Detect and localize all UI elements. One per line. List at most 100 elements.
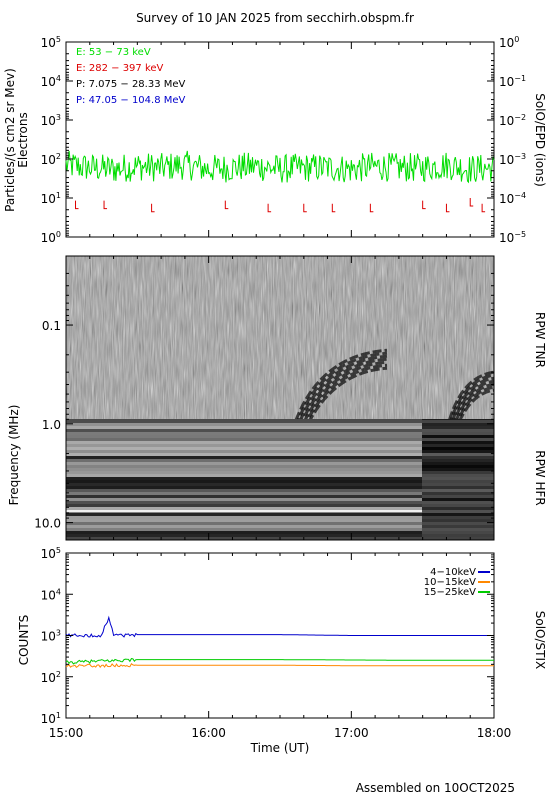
figure-title: Survey of 10 JAN 2025 from secchirh.obsp… [136,11,414,25]
radio-burst-stripe [444,373,494,439]
hfr-band-late [422,468,494,471]
hfr-band-late [422,444,494,447]
stix-ylabel-right: SolO/STIX [533,611,547,670]
hfr-band-late [422,510,494,513]
hfr-band-late [422,507,494,510]
hfr-band [66,459,422,462]
hfr-band [66,486,422,489]
stix-legend-entry: 10−15keV [424,577,476,588]
hfr-band-late [422,495,494,498]
hfr-band [66,495,422,498]
assembled-footer: Assembled on 10OCT2025 [356,781,515,795]
hfr-band [66,531,422,534]
hfr-band-late [422,462,494,465]
hfr-band-late [422,456,494,459]
hfr-bright-line [66,510,422,512]
time-tick-label: 17:00 [334,726,369,740]
hfr-band-late [422,480,494,483]
hfr-band [66,432,422,435]
hfr-band-late [422,429,494,432]
hfr-band-late [422,438,494,441]
right-tick-label: 100 [499,35,519,50]
radio-burst-stripe [444,370,494,433]
counts-tick-label: 102 [41,670,61,685]
hfr-band-late [422,501,494,504]
electron-282-397kev-mark [75,200,79,210]
hfr-band [66,456,422,459]
hfr-band-late [422,459,494,462]
particles-legend-entry: E: 53 − 73 keV [76,47,151,58]
hfr-band-late [422,537,494,540]
hfr-band [66,519,422,522]
radio-burst-stripe [290,366,388,469]
hfr-band-late [422,423,494,426]
hfr-bands [66,420,494,540]
hfr-band [66,528,422,531]
left-tick-label: 102 [41,152,61,167]
hfr-band-late [422,522,494,525]
stix-15-25kev-line [65,658,494,665]
hfr-band [66,420,422,423]
particles-legend-entry: P: 7.075 − 28.33 MeV [76,79,186,90]
electron-53-73kev-line [65,150,495,184]
hfr-band-late [422,489,494,492]
hfr-band-late [422,516,494,519]
hfr-band [66,537,422,540]
electron-282-397kev-mark [224,200,229,210]
radio-burst-stripe [290,348,388,433]
hfr-band [66,483,422,486]
hfr-band [66,426,422,429]
hfr-band [66,450,422,453]
hfr-band [66,468,422,471]
hfr-band [66,534,422,537]
hfr-band [66,465,422,468]
counts-tick-label: 105 [41,546,61,561]
hfr-band [66,447,422,450]
hfr-band [66,498,422,501]
hfr-band [66,477,422,480]
counts-tick-label: 104 [41,587,61,602]
right-tick-label: 10−5 [499,230,526,245]
electron-282-397kev-mark [369,203,374,213]
hfr-band [66,444,422,447]
hfr-band [66,474,422,477]
hfr-band [66,507,422,510]
hfr-band [66,429,422,432]
electron-282-397kev-mark [445,203,450,213]
counts-ylabel: COUNTS [17,615,31,666]
rpw-tnr-label: RPW TNR [533,312,547,368]
hfr-band [66,462,422,465]
counts-tick-label: 101 [41,711,61,726]
hfr-band-late [422,477,494,480]
freq-tick-label: 0.1 [42,319,61,333]
freq-tick-label: 10.0 [34,517,61,531]
hfr-band-late [422,435,494,438]
frequency-ylabel: Frequency (MHz) [7,405,21,506]
right-tick-label: 10−1 [499,74,526,89]
hfr-band-late [422,534,494,537]
hfr-band [66,516,422,519]
particles-series [65,150,495,213]
hfr-band-late [422,504,494,507]
hfr-band [66,513,422,516]
electron-282-397kev-mark [267,203,272,213]
electron-282-397kev-mark [151,203,155,213]
stix-10-15kev-line [65,663,494,669]
hfr-band-late [422,465,494,468]
hfr-band [66,471,422,474]
right-tick-label: 10−3 [499,152,526,167]
hfr-band-late [422,420,494,423]
left-tick-label: 101 [41,191,61,206]
hfr-band [66,441,422,444]
hfr-band-late [422,486,494,489]
particles-legend: E: 53 − 73 keV E: 282 − 397 keV P: 7.075 −… [76,47,186,106]
hfr-band-late [422,450,494,453]
particles-legend-entry: E: 282 − 397 keV [76,63,164,74]
freq-tick-label: 1.0 [42,418,61,432]
hfr-band-late [422,498,494,501]
right-tick-label: 10−4 [499,191,526,206]
left-tick-label: 105 [41,35,61,50]
particles-legend-entry: P: 47.05 − 104.8 MeV [76,95,186,106]
